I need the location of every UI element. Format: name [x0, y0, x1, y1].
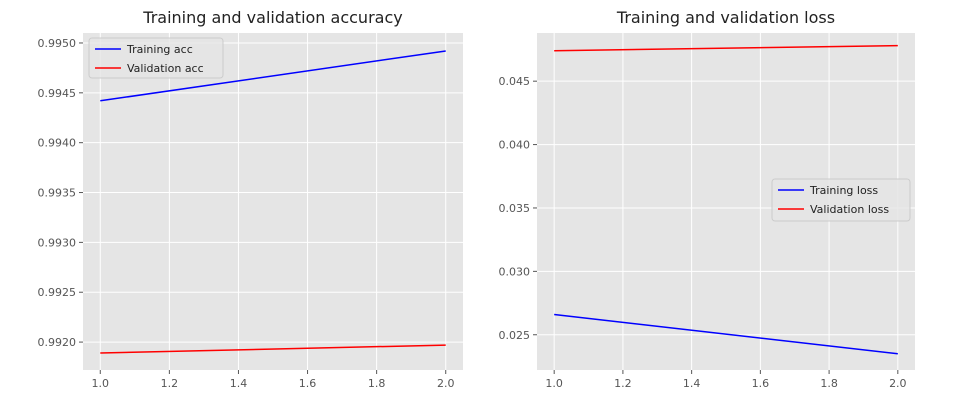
loss-legend-label: Validation loss	[810, 203, 889, 216]
loss-y-tick-label: 0.035	[499, 202, 531, 215]
accuracy-chart-title: Training and validation accuracy	[142, 8, 402, 27]
accuracy-y-tick-label: 0.9920	[38, 336, 77, 349]
loss-y-tick-label: 0.030	[499, 265, 531, 278]
loss-y-tick-label: 0.045	[499, 75, 531, 88]
accuracy-y-tick-label: 0.9930	[38, 236, 77, 249]
loss-chart: Training and validation loss 1.0 1.2 1.4 1.…	[499, 8, 915, 390]
loss-x-tick-label: 2.0	[889, 377, 907, 390]
accuracy-y-tick-label: 0.9935	[38, 187, 77, 200]
loss-x-tick-label: 1.4	[683, 377, 701, 390]
loss-x-tick-label: 1.8	[820, 377, 838, 390]
accuracy-legend-box	[88, 37, 224, 79]
accuracy-x-tick-label: 2.0	[437, 377, 455, 390]
accuracy-x-tick-label: 1.0	[92, 377, 110, 390]
accuracy-legend-label: Validation acc	[127, 62, 204, 75]
loss-chart-title: Training and validation loss	[616, 8, 835, 27]
accuracy-plot-area	[83, 33, 463, 370]
accuracy-y-tick-label: 0.9940	[38, 137, 77, 150]
loss-x-tick-label: 1.6	[752, 377, 770, 390]
accuracy-y-tick-label: 0.9925	[38, 286, 77, 299]
accuracy-y-tick-label: 0.9950	[38, 37, 77, 50]
loss-series-line-training	[554, 313, 898, 355]
loss-legend: Training loss Validation loss	[771, 178, 911, 222]
loss-y-tick-label: 0.025	[499, 329, 531, 342]
accuracy-x-tick-label: 1.6	[299, 377, 317, 390]
loss-x-tick-label: 1.2	[614, 377, 632, 390]
accuracy-legend-label: Training acc	[126, 43, 193, 56]
loss-series-line-validation	[554, 44, 898, 52]
accuracy-x-tick-label: 1.2	[161, 377, 179, 390]
loss-legend-label: Training loss	[809, 184, 878, 197]
accuracy-chart: Training and validation accuracy 1.0 1.2 1…	[38, 8, 463, 390]
loss-x-tick-label: 1.0	[545, 377, 563, 390]
accuracy-x-tick-label: 1.8	[368, 377, 386, 390]
accuracy-x-tick-label: 1.4	[230, 377, 248, 390]
accuracy-series-line-validation	[100, 344, 446, 354]
accuracy-y-tick-label: 0.9945	[38, 87, 77, 100]
accuracy-series-line-training	[100, 50, 446, 102]
loss-legend-box	[771, 178, 911, 222]
loss-y-tick-label: 0.040	[499, 139, 531, 152]
accuracy-legend: Training acc Validation acc	[88, 37, 224, 79]
